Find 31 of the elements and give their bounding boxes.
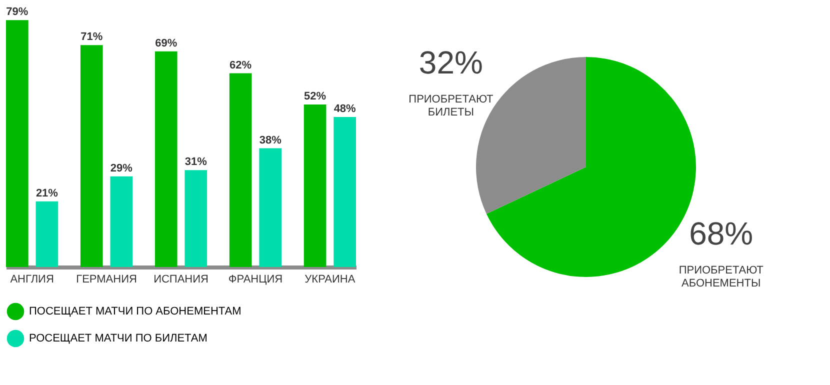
data-label: 32%	[418, 44, 483, 80]
data-label: 71%	[80, 31, 103, 44]
bar	[259, 148, 282, 267]
bar	[36, 201, 58, 267]
x-tick-label: ГЕРМАНИЯ	[76, 274, 137, 286]
x-tick-label: УКРАИНА	[304, 274, 356, 286]
legend-label: РОСЕЩАЕТ МАТЧИ ПО БИЛЕТАМ	[29, 332, 208, 344]
data-label: 52%	[304, 90, 326, 102]
bar	[6, 20, 28, 267]
bar	[154, 51, 178, 267]
x-tick-label: ФРАНЦИЯ	[228, 274, 283, 286]
data-label: 38%	[259, 134, 282, 146]
bar	[304, 104, 326, 267]
bar	[334, 117, 356, 267]
x-tick-label: ИСПАНИЯ	[154, 274, 208, 286]
data-label: 62%	[230, 59, 252, 72]
slice-label: ПРИОБРЕТАЮТ АБОНЕМЕНТЫ	[678, 264, 764, 290]
bar	[229, 73, 252, 267]
data-label: 48%	[334, 103, 356, 115]
data-label: 79%	[6, 6, 28, 18]
bar	[110, 176, 133, 267]
data-label: 29%	[110, 162, 133, 174]
data-label: 68%	[689, 216, 754, 252]
x-tick-label: АНГЛИЯ	[10, 274, 54, 286]
data-label: 21%	[36, 187, 58, 200]
bar	[80, 45, 103, 267]
data-label: 31%	[184, 156, 208, 168]
data-label: 69%	[155, 37, 178, 50]
slice-label: ПРИОБРЕТАЮТ БИЛЕТЫ	[408, 93, 494, 118]
bar	[184, 170, 208, 267]
legend-label: ПОСЕЩАЕТ МАТЧИ ПО АБОНЕМЕНТАМ	[29, 306, 242, 318]
